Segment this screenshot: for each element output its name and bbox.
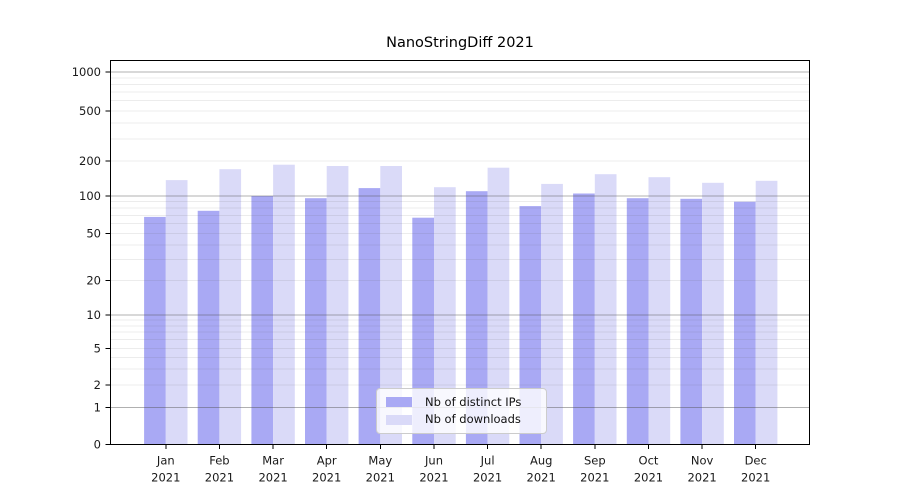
x-tick-label-month-jul: Jul: [480, 454, 495, 468]
bar-distinct-ips-jul: [465, 191, 488, 445]
x-tick-label-month-apr: Apr: [317, 454, 337, 468]
x-tick-label-month-jan: Jan: [156, 454, 175, 468]
chart-legend: Nb of distinct IPs Nb of downloads: [376, 388, 547, 434]
y-tick-label-100: 100: [79, 189, 101, 203]
bar-distinct-ips-aug: [519, 206, 542, 445]
plot-border: [110, 60, 810, 445]
bar-downloads-dec: [755, 180, 778, 445]
gridlines-group: [110, 71, 810, 408]
y-tick-label-5: 5: [94, 342, 101, 356]
x-tick-label-year-apr: 2021: [312, 471, 341, 485]
bar-downloads-oct: [648, 177, 671, 445]
axes-group: [105, 60, 810, 449]
y-tick-label-20: 20: [86, 274, 101, 288]
bar-distinct-ips-sep: [573, 193, 595, 445]
bar-distinct-ips-mar: [251, 196, 274, 445]
x-tick-label-month-sep: Sep: [584, 454, 606, 468]
x-tick-label-month-dec: Dec: [745, 454, 767, 468]
x-tick-label-year-jan: 2021: [151, 471, 180, 485]
x-tick-label-year-nov: 2021: [687, 471, 716, 485]
x-tick-label-year-jun: 2021: [419, 471, 448, 485]
x-tick-label-month-may: May: [368, 454, 392, 468]
bar-distinct-ips-oct: [626, 198, 649, 445]
bar-downloads-aug: [541, 183, 563, 445]
y-tick-label-50: 50: [86, 227, 101, 241]
bar-distinct-ips-feb: [197, 210, 220, 445]
legend-item-distinct-ips: Nb of distinct IPs: [386, 394, 537, 409]
x-tick-label-year-feb: 2021: [205, 471, 234, 485]
x-tick-label-year-sep: 2021: [580, 471, 609, 485]
bar-distinct-ips-nov: [680, 198, 703, 445]
x-tick-label-month-jun: Jun: [424, 454, 443, 468]
x-tick-label-year-may: 2021: [366, 471, 395, 485]
bar-distinct-ips-apr: [305, 198, 327, 445]
bar-distinct-ips-jan: [144, 216, 166, 445]
y-tick-label-1: 1: [94, 400, 101, 414]
y-tick-label-200: 200: [79, 154, 101, 168]
tick-labels-group: 0 1 2 5 10 20 50 100 200 500 1000 Jan 2021 Feb 2021 Mar…: [72, 65, 771, 485]
bar-distinct-ips-dec: [734, 201, 756, 445]
y-tick-label-10: 10: [86, 308, 101, 322]
x-tick-label-month-oct: Oct: [639, 454, 659, 468]
y-tick-label-1000: 1000: [72, 65, 101, 79]
legend-label-distinct-ips: Nb of distinct IPs: [425, 394, 522, 409]
x-tick-label-year-mar: 2021: [258, 471, 287, 485]
bar-downloads-jan: [165, 180, 188, 445]
x-tick-label-year-jul: 2021: [473, 471, 502, 485]
x-tick-label-month-feb: Feb: [209, 454, 229, 468]
bar-distinct-ips-jun: [412, 217, 434, 445]
bar-downloads-jun: [434, 187, 456, 445]
bar-downloads-nov: [702, 182, 724, 445]
bars-group: [144, 164, 778, 445]
bar-downloads-mar: [273, 164, 295, 445]
y-tick-label-2: 2: [94, 378, 101, 392]
x-tick-label-year-oct: 2021: [634, 471, 663, 485]
x-tick-label-year-aug: 2021: [527, 471, 556, 485]
x-tick-label-month-mar: Mar: [262, 454, 284, 468]
legend-item-downloads: Nb of downloads: [386, 412, 537, 426]
legend-label-downloads: Nb of downloads: [425, 412, 521, 426]
legend-swatch-downloads: [386, 414, 412, 425]
y-tick-label-0: 0: [94, 438, 101, 452]
legend-swatch-distinct-ips: [386, 397, 412, 408]
y-tick-label-500: 500: [79, 104, 101, 118]
bar-downloads-apr: [326, 166, 349, 445]
bar-downloads-feb: [219, 169, 242, 445]
x-tick-label-month-nov: Nov: [691, 454, 714, 468]
bar-downloads-sep: [594, 174, 617, 445]
x-tick-label-month-aug: Aug: [530, 454, 552, 468]
x-tick-label-year-dec: 2021: [741, 471, 770, 485]
bar-distinct-ips-may: [358, 188, 381, 445]
bar-downloads-may: [380, 166, 402, 445]
chart-title: NanoStringDiff 2021: [386, 35, 534, 51]
bar-downloads-jul: [487, 167, 510, 445]
